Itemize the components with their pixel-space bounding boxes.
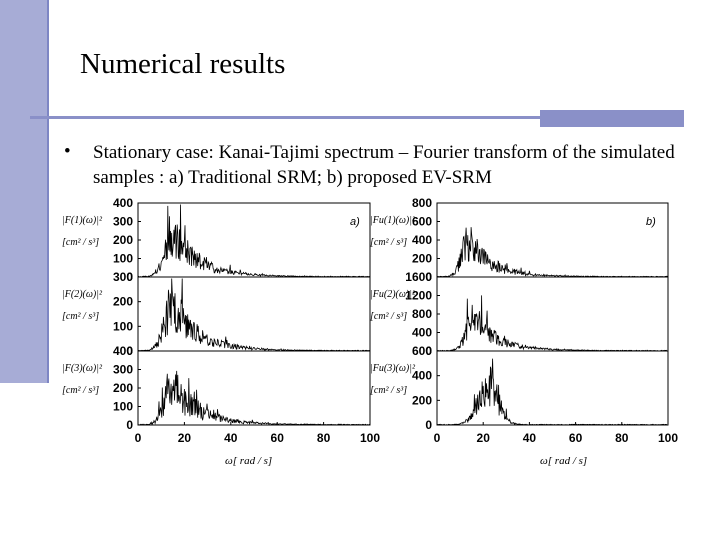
spectrum-series-a-2 xyxy=(137,278,371,352)
y-tick-label: 200 xyxy=(412,393,432,407)
y-axis-label: |F(1)(ω)|² xyxy=(62,215,103,226)
x-tick-label: 40 xyxy=(523,431,537,445)
spectrum-series-a-1 xyxy=(137,204,371,278)
plot-frame-a-2 xyxy=(137,276,371,352)
x-tick-label: 20 xyxy=(178,431,192,445)
y-tick-label: 400 xyxy=(412,233,432,247)
slide-accent-bar-edge xyxy=(47,0,49,383)
y-tick-label: 1200 xyxy=(405,289,432,303)
y-axis-label: |Fu(3)(ω)|² xyxy=(370,363,416,374)
panel-label-b: b) xyxy=(646,216,656,228)
x-tick-label: 0 xyxy=(135,431,142,445)
y-tick-label: 400 xyxy=(412,369,432,383)
y-axis-label-units: [cm² / s³] xyxy=(62,311,99,322)
x-axis-label: ω[ rad / s] xyxy=(225,455,272,467)
slide-title: Numerical results xyxy=(80,48,286,80)
y-axis-label-units: [cm² / s³] xyxy=(370,311,407,322)
y-axis-label: |Fu(1)(ω)|² xyxy=(370,215,416,226)
x-tick-label: 20 xyxy=(477,431,491,445)
y-axis-label: |F(3)(ω)|² xyxy=(62,363,103,374)
y-tick-label: 0 xyxy=(425,344,432,358)
plot-frame-b-1 xyxy=(436,202,669,278)
y-tick-label: 200 xyxy=(113,295,133,309)
y-axis-label-units: [cm² / s³] xyxy=(370,237,407,248)
x-tick-label: 40 xyxy=(224,431,238,445)
spectrum-series-b-1 xyxy=(436,227,669,278)
y-tick-label: 0 xyxy=(126,270,133,284)
y-tick-label: 800 xyxy=(412,196,432,210)
y-axis-label: |F(2)(ω)|² xyxy=(62,289,103,300)
x-tick-label: 80 xyxy=(615,431,629,445)
y-tick-label: 1600 xyxy=(405,270,432,284)
y-tick-label: 200 xyxy=(113,233,133,247)
plot-frame-b-3 xyxy=(436,350,669,426)
y-tick-label: 0 xyxy=(425,418,432,432)
y-tick-label: 100 xyxy=(113,319,133,333)
y-axis-label-units: [cm² / s³] xyxy=(62,385,99,396)
x-tick-label: 0 xyxy=(434,431,441,445)
y-axis-label-units: [cm² / s³] xyxy=(370,385,407,396)
y-axis-label: |Fu(2)(ω)|² xyxy=(370,289,416,300)
spectrum-series-a-3 xyxy=(137,370,371,426)
y-tick-label: 100 xyxy=(113,400,133,414)
x-tick-label: 100 xyxy=(658,431,678,445)
y-tick-label: 0 xyxy=(126,418,133,432)
y-tick-label: 0 xyxy=(425,270,432,284)
x-tick-label: 60 xyxy=(569,431,583,445)
title-divider xyxy=(30,116,684,119)
plot-frame-a-1 xyxy=(137,202,371,278)
y-tick-label: 600 xyxy=(412,344,432,358)
y-tick-label: 200 xyxy=(113,381,133,395)
y-tick-label: 100 xyxy=(113,252,133,266)
title-divider-block xyxy=(540,110,684,127)
bullet-marker: • xyxy=(64,141,71,162)
y-tick-label: 300 xyxy=(113,215,133,229)
x-tick-label: 60 xyxy=(271,431,285,445)
x-tick-label: 80 xyxy=(317,431,331,445)
bullet-text: Stationary case: Kanai-Tajimi spectrum –… xyxy=(93,142,675,188)
y-tick-label: 800 xyxy=(412,307,432,321)
spectrum-series-b-3 xyxy=(437,358,669,426)
y-tick-label: 400 xyxy=(412,326,432,340)
x-tick-label: 100 xyxy=(360,431,380,445)
y-tick-label: 400 xyxy=(113,196,133,210)
y-axis-label-units: [cm² / s³] xyxy=(62,237,99,248)
y-tick-label: 0 xyxy=(126,344,133,358)
x-axis-label: ω[ rad / s] xyxy=(540,455,587,467)
y-tick-label: 300 xyxy=(113,270,133,284)
spectrum-series-b-2 xyxy=(437,295,669,352)
slide-accent-bar xyxy=(0,0,47,383)
panel-label-a: a) xyxy=(350,216,360,228)
y-tick-label: 400 xyxy=(113,344,133,358)
y-tick-label: 200 xyxy=(412,252,432,266)
y-tick-label: 300 xyxy=(113,363,133,377)
y-tick-label: 600 xyxy=(412,215,432,229)
